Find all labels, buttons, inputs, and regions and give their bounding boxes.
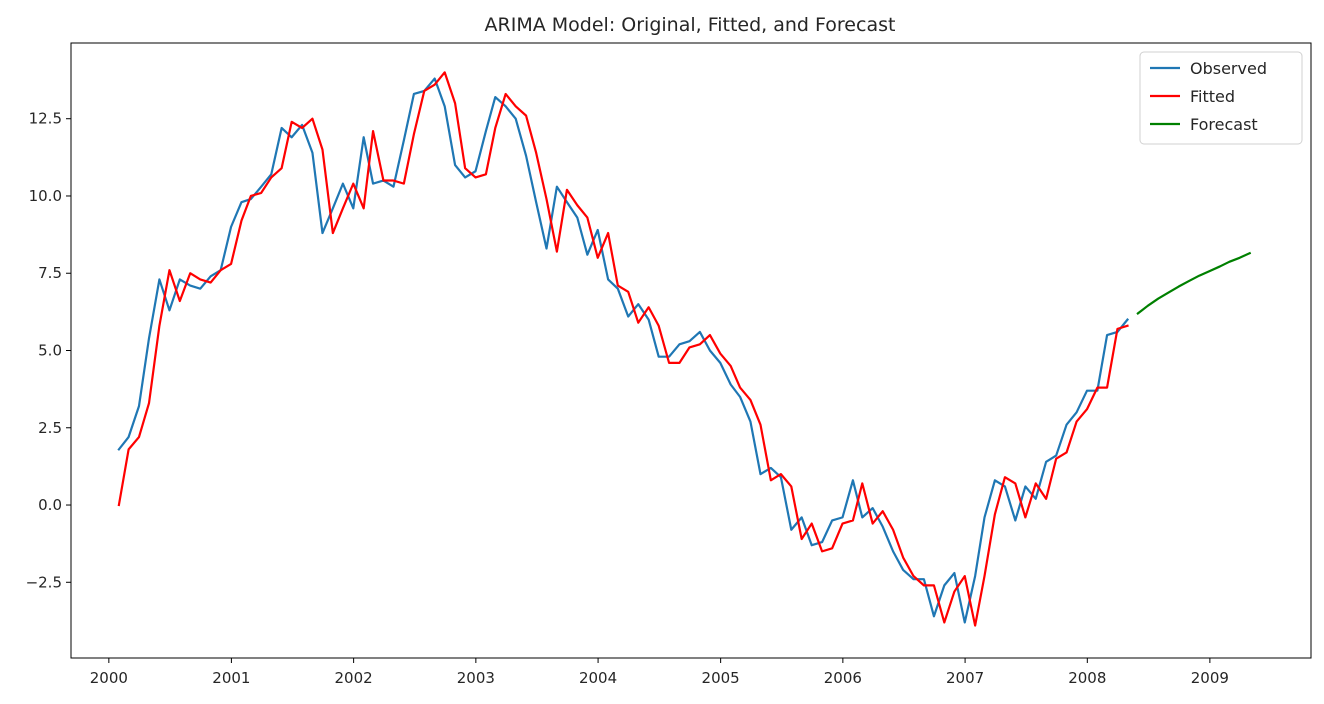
- x-tick-label: 2006: [824, 669, 862, 687]
- x-tick-label: 2007: [946, 669, 984, 687]
- legend-label-forecast: Forecast: [1190, 115, 1258, 134]
- axes-layer: 2000 2001 2002 2003 2004 2005 2006 2007 2008 2009…: [26, 42, 1312, 687]
- x-tick-label: 2009: [1191, 669, 1229, 687]
- x-tick-label: 2008: [1068, 669, 1106, 687]
- x-tick-label: 2002: [335, 669, 373, 687]
- legend-box: [1139, 51, 1303, 145]
- x-tick-label: 2005: [702, 669, 740, 687]
- legend-label-observed: Observed: [1190, 59, 1267, 78]
- y-tick-label: 7.5: [38, 264, 62, 282]
- legend-label-fitted: Fitted: [1190, 87, 1235, 106]
- x-tick-label: 2001: [212, 669, 250, 687]
- series-line-forecast: [1136, 251, 1252, 315]
- series-line-fitted: [117, 71, 1129, 627]
- x-tick-label: 2000: [90, 669, 128, 687]
- y-tick-label: 5.0: [38, 342, 62, 360]
- y-tick-label: 10.0: [29, 187, 62, 205]
- plot-frame: [70, 42, 1312, 659]
- y-tick-label: 2.5: [38, 419, 62, 437]
- x-tick-label: 2004: [579, 669, 617, 687]
- legend: Observed Fitted Forecast: [1139, 51, 1303, 145]
- y-tick-label: 0.0: [38, 496, 62, 514]
- chart-title: ARIMA Model: Original, Fitted, and Forec…: [485, 14, 896, 36]
- x-tick-label: 2003: [457, 669, 495, 687]
- series-layer: [117, 71, 1252, 627]
- y-tick-label: −2.5: [26, 573, 62, 591]
- series-line-observed: [117, 77, 1130, 624]
- y-tick-label: 12.5: [29, 110, 62, 128]
